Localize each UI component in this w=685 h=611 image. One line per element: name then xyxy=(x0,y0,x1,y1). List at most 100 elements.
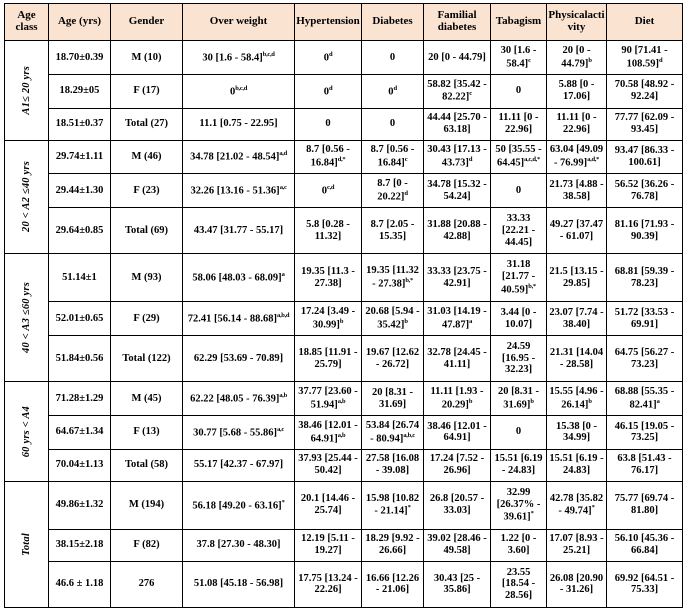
familial-diabetes-value: 20 [0 - 44.79] xyxy=(423,40,491,75)
significance-superscript: * xyxy=(530,510,534,518)
significance-superscript: c xyxy=(404,156,408,164)
significance-superscript: b,c,d xyxy=(262,50,275,58)
gender-value: F (29) xyxy=(110,301,183,337)
significance-superscript: a xyxy=(656,397,660,405)
diet-value: 90 [71.41 - 108.59]d xyxy=(606,40,683,75)
familial-diabetes-value: 33.33 [23.75 - 42.91] xyxy=(423,253,491,303)
table-row: 60 yrs < A4 71.28±1.29 M (45) 62.22 [48.05 … xyxy=(4,381,683,482)
physical-activity-value: 49.27 [37.47 - 61.07] xyxy=(546,207,607,255)
physical-activity-value: 21.5 [13.15 - 29.85] xyxy=(546,253,607,303)
over-weight-value: 32.26 [13.16 - 51.36]a,c xyxy=(182,173,295,209)
significance-superscript: a,c,d,* xyxy=(524,156,540,164)
significance-superscript: c,d xyxy=(327,184,335,192)
age-value: 51.14±1 xyxy=(48,253,111,303)
diabetes-value: 53.84 [26.74 - 80.94]a,b,c xyxy=(361,414,424,450)
significance-superscript: c xyxy=(528,56,531,64)
hypertension-value: 17.24 [3.49 - 30.99]b xyxy=(294,301,362,337)
gender-value: M (46) xyxy=(110,139,183,175)
gender-value: M (45) xyxy=(110,381,183,416)
significance-superscript: c xyxy=(469,90,472,98)
over-weight-value: 58.06 [48.03 - 68.09]a xyxy=(182,253,295,303)
over-weight-value: 30.77 [5.68 - 55.86]a,c xyxy=(182,414,295,450)
significance-superscript: d xyxy=(328,50,333,58)
column-header-physical-activity: Physicalactivity xyxy=(546,3,607,41)
familial-diabetes-value: 39.02 [28.46 - 49.58] xyxy=(423,528,491,562)
diet-value: 70.58 [48.92 - 92.24] xyxy=(606,73,683,109)
physical-activity-value: 23.07 [7.74 - 38.40] xyxy=(546,301,607,337)
column-header-familial-diabetes: Familial diabetes xyxy=(423,3,491,41)
table-row: 18.51±0.37 Total (27) 11.1 [0.75 - 22.95] 0… xyxy=(5,107,683,141)
age-value: 71.28±1.29 xyxy=(48,381,111,416)
column-header-tabagism: Tabagism xyxy=(490,3,547,41)
diabetes-value: 0 xyxy=(361,107,424,141)
table-row: 20 < A2 ≤40 yrs 29.74±1.11 M (46) 34.78 [21… xyxy=(4,139,683,255)
significance-superscript: * xyxy=(407,504,411,512)
over-weight-value: 62.29 [53.69 - 70.89] xyxy=(182,335,295,383)
physical-activity-value: 11.11 [0 - 22.96] xyxy=(546,107,607,141)
diabetes-value: 16.66 [12.26 - 21.06] xyxy=(361,560,424,609)
age-class-label: 60 yrs < A4 xyxy=(4,381,49,482)
age-class-text: 20 < A2 ≤40 yrs xyxy=(20,161,32,233)
physical-activity-value: 21.31 [14.04 - 28.58] xyxy=(546,335,607,383)
diet-value: 68.88 [55.35 - 82.41]a xyxy=(606,381,683,416)
diet-value: 75.77 [69.74 - 81.80] xyxy=(606,480,683,530)
physical-activity-value: 15.55 [4.96 - 26.14]b xyxy=(546,381,607,416)
column-header-gender: Gender xyxy=(110,3,183,41)
age-class-label: 40 < A3 ≤60 yrs xyxy=(4,253,49,383)
familial-diabetes-value: 44.44 [25.70 - 63.18] xyxy=(423,107,491,141)
age-value: 46.6 ± 1.18 xyxy=(48,560,111,609)
familial-diabetes-value: 38.46 [12.01 - 64.91] xyxy=(423,414,491,450)
familial-diabetes-value: 31.03 [14.19 - 47.87]a xyxy=(423,301,491,337)
risk-factors-by-age-class-table: Age class Age (yrs) Gender Over weight H… xyxy=(4,3,683,609)
significance-superscript: b xyxy=(339,317,344,325)
over-weight-value: 43.47 [31.77 - 55.17] xyxy=(182,207,295,255)
over-weight-value: 55.17 [42.37 - 67.97] xyxy=(182,448,295,482)
diet-value: 56.10 [45.36 - 66.84] xyxy=(606,528,683,562)
age-value: 18.29±05 xyxy=(48,73,111,109)
diabetes-value: 0 xyxy=(361,40,424,75)
gender-value: 276 xyxy=(110,560,183,609)
column-header-hypertension: Hypertension xyxy=(294,3,362,41)
physical-activity-value: 15.51 [6.19 - 24.83] xyxy=(546,448,607,482)
hypertension-value: 5.8 [0.28 - 11.32] xyxy=(294,207,362,255)
gender-value: M (10) xyxy=(110,40,183,75)
significance-superscript: b xyxy=(468,397,473,405)
table-row: 29.44±1.30 F (23) 32.26 [13.16 - 51.36]a,c… xyxy=(5,173,683,209)
age-value: 38.15±2.18 xyxy=(48,528,111,562)
diet-value: 64.75 [56.27 - 73.23] xyxy=(606,335,683,383)
significance-superscript: b xyxy=(530,397,534,405)
significance-superscript: a,c xyxy=(279,184,287,192)
gender-value: Total (58) xyxy=(110,448,183,482)
over-weight-value: 37.8 [27.30 - 48.30] xyxy=(182,528,295,562)
over-weight-value: 51.08 [45.18 - 56.98] xyxy=(182,560,295,609)
table-row: 64.67±1.34 F (13) 30.77 [5.68 - 55.86]a,c 3… xyxy=(5,414,683,450)
hypertension-value: 0d xyxy=(294,40,362,75)
age-value: 51.84±0.56 xyxy=(48,335,111,383)
over-weight-value: 34.78 [21.02 - 48.54]a,d xyxy=(182,139,295,175)
physical-activity-value: 63.04 [49.09 - 76.99]a,d,* xyxy=(546,139,607,175)
diabetes-value: 19.67 [12.62 - 26.72] xyxy=(361,335,424,383)
hypertension-value: 0d xyxy=(294,73,362,109)
diet-value: 77.77 [62.09 - 93.45] xyxy=(606,107,683,141)
tabagism-value: 50 [35.55 - 64.45]a,c,d,* xyxy=(490,139,547,175)
age-value: 70.04±1.13 xyxy=(48,448,111,482)
table-row: Total 49.86±1.32 M (194) 56.18 [49.20 - 63.… xyxy=(4,480,683,609)
diet-value: 81.16 [71.93 - 90.39] xyxy=(606,207,683,255)
significance-superscript: b xyxy=(588,56,592,64)
diabetes-value: 8.7 [2.05 - 15.35] xyxy=(361,207,424,255)
column-header-age: Age (yrs) xyxy=(48,3,111,41)
age-value: 29.64±0.85 xyxy=(48,207,111,255)
table-row: A1≤ 20 yrs 18.70±0.39 M (10) 30 [1.6 - 58.4… xyxy=(4,40,683,141)
significance-superscript: b xyxy=(588,397,592,405)
significance-superscript: a,b,d xyxy=(277,312,290,319)
significance-superscript: b,c,d xyxy=(235,84,248,92)
diet-value: 56.52 [36.26 - 76.78] xyxy=(606,173,683,209)
familial-diabetes-value: 30.43 [17.13 - 43.73]d xyxy=(423,139,491,175)
significance-superscript: a xyxy=(469,317,473,325)
diet-value: 68.81 [59.39 - 78.23] xyxy=(606,253,683,303)
tabagism-value: 24.59 [16.95 - 32.23] xyxy=(490,335,547,383)
age-class-text: A1≤ 20 yrs xyxy=(20,65,32,115)
diabetes-value: 27.58 [16.08 - 39.08] xyxy=(361,448,424,482)
hypertension-value: 17.75 [13.24 - 22.26] xyxy=(294,560,362,609)
